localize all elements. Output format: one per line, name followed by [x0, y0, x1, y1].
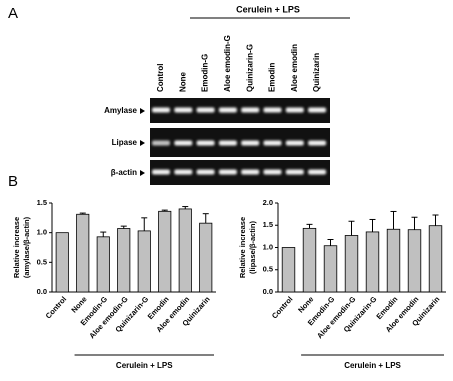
- arrow: [140, 108, 145, 114]
- bands: [152, 107, 327, 175]
- error-bar: [79, 212, 86, 215]
- band: [285, 140, 304, 146]
- group-label: Cerulein + LPS: [236, 4, 300, 14]
- band: [241, 107, 260, 113]
- bar: [199, 222, 213, 293]
- band: [152, 140, 170, 146]
- y-axis-label: Relative increase: [12, 217, 21, 278]
- error-bar: [432, 214, 439, 226]
- error-bar: [161, 209, 168, 212]
- arrow: [140, 170, 145, 176]
- band: [152, 169, 170, 175]
- x-tick-label: None: [69, 295, 88, 315]
- error-bar: [141, 217, 148, 231]
- bar: [117, 228, 131, 293]
- band: [263, 107, 282, 113]
- error-bar: [411, 216, 418, 230]
- group-label: Cerulein + LPS: [116, 361, 173, 370]
- band: [218, 107, 237, 113]
- y-tick-label: 1.5: [37, 198, 47, 207]
- band: [174, 140, 193, 146]
- lane-label: Aloe emodin: [290, 44, 299, 92]
- lane-label: Aloe emodin-G: [223, 35, 232, 92]
- band: [152, 107, 170, 113]
- arrow: [140, 140, 145, 146]
- y-axis-label: Relative increase: [238, 217, 247, 278]
- band: [263, 140, 282, 146]
- bar: [323, 245, 338, 293]
- error-bar: [306, 223, 313, 229]
- bar: [158, 210, 172, 293]
- y-tick-label: 0.0: [263, 287, 273, 296]
- error-bar: [120, 225, 127, 229]
- band: [241, 169, 260, 175]
- lane-label: Emodin-G: [201, 54, 210, 92]
- bar: [344, 235, 359, 293]
- lane-label: None: [178, 71, 187, 92]
- band: [285, 107, 304, 113]
- lane-label: Emodin: [268, 63, 277, 92]
- bar: [76, 213, 90, 293]
- y-tick-label: 1.0: [37, 228, 47, 237]
- panel-label: B: [8, 173, 18, 190]
- bar: [407, 229, 422, 293]
- band: [308, 140, 327, 146]
- x-tick-label: None: [296, 295, 315, 315]
- group-label: Cerulein + LPS: [344, 361, 401, 370]
- y-tick-label: 1.5: [263, 220, 273, 229]
- bar: [55, 232, 69, 293]
- y-tick-label: 2.0: [263, 198, 273, 207]
- band: [174, 107, 193, 113]
- lane-label: Quinizarin: [312, 53, 321, 92]
- band: [218, 169, 237, 175]
- bar: [96, 236, 110, 293]
- panel-label: A: [8, 5, 18, 22]
- bar: [137, 230, 151, 293]
- band: [308, 107, 327, 113]
- bar: [302, 227, 317, 293]
- y-tick-label: 0.0: [37, 287, 47, 296]
- row-label: Amylase: [104, 106, 137, 115]
- band: [196, 169, 215, 175]
- bar: [178, 208, 192, 293]
- error-bar: [202, 213, 209, 224]
- band: [308, 169, 327, 175]
- error-bar: [390, 210, 397, 230]
- y-tick-label: 0.5: [37, 257, 47, 266]
- lane-label: Quinizarin-G: [245, 44, 254, 92]
- y-axis-label: (lipase/β-actin): [248, 221, 257, 274]
- row-label: Lipase: [112, 138, 138, 147]
- bar: [428, 225, 443, 293]
- y-tick-label: 1.0: [263, 242, 273, 251]
- bar: [365, 231, 380, 293]
- band: [196, 107, 215, 113]
- error-bar: [100, 231, 107, 237]
- band: [285, 169, 304, 175]
- band: [218, 140, 237, 146]
- error-bar: [369, 218, 376, 232]
- error-bar: [348, 220, 355, 236]
- error-bar: [327, 238, 334, 246]
- band: [241, 140, 260, 146]
- band: [174, 169, 193, 175]
- y-axis-label: (amylase/β-actin): [22, 216, 31, 278]
- bar: [386, 228, 401, 293]
- error-bar: [182, 206, 189, 209]
- x-tick-label: Control: [270, 295, 295, 321]
- band: [196, 140, 215, 146]
- lane-label: Control: [156, 64, 165, 92]
- bar: [281, 247, 296, 293]
- y-tick-label: 0.5: [263, 265, 273, 274]
- x-tick-label: Control: [44, 295, 69, 321]
- row-label: β-actin: [111, 168, 137, 177]
- band: [263, 169, 282, 175]
